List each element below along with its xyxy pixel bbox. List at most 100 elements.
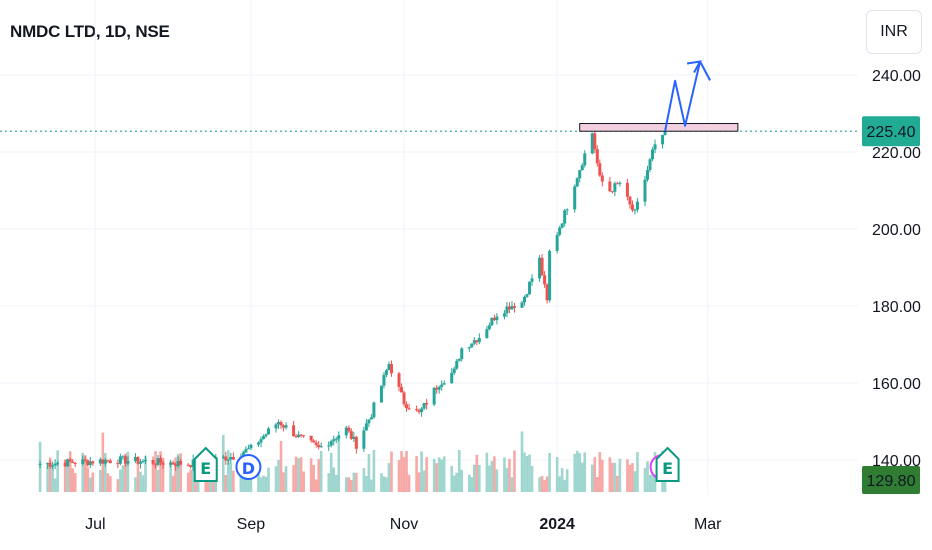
volume-bar bbox=[631, 463, 634, 492]
candle-body bbox=[630, 204, 634, 211]
candle-body bbox=[63, 462, 67, 467]
x-tick-label: Mar bbox=[694, 516, 722, 533]
candle-body bbox=[224, 456, 228, 461]
volume-bar bbox=[319, 451, 323, 492]
candle-body bbox=[364, 423, 368, 431]
volume-bar bbox=[297, 458, 300, 492]
volume-bar bbox=[314, 479, 318, 492]
volume-bar bbox=[227, 450, 230, 492]
currency-selector[interactable]: INR bbox=[866, 10, 922, 54]
volume-bar bbox=[282, 472, 285, 492]
earnings-marker bbox=[655, 446, 680, 482]
volume-bar bbox=[189, 469, 192, 492]
candle-body bbox=[470, 343, 474, 348]
volume-bar bbox=[523, 452, 526, 492]
candle-body bbox=[176, 460, 180, 467]
candle-body bbox=[297, 434, 301, 437]
candle-body bbox=[309, 435, 313, 441]
candle-body bbox=[417, 410, 421, 413]
volume-bar bbox=[485, 452, 489, 492]
volume-bar bbox=[478, 464, 481, 492]
candle-body bbox=[98, 459, 102, 464]
volume-bar bbox=[91, 472, 95, 492]
candle-body bbox=[490, 317, 494, 326]
volume-bar bbox=[257, 464, 260, 492]
y-tick-label: 220.00 bbox=[872, 145, 921, 162]
volume-bar bbox=[510, 477, 514, 492]
candle-body bbox=[332, 439, 336, 442]
candle-body bbox=[538, 257, 542, 279]
candle-body bbox=[530, 278, 534, 282]
volume-bar bbox=[327, 473, 331, 492]
earnings-marker-label: E bbox=[662, 459, 673, 478]
volume-bar bbox=[169, 461, 172, 492]
last-price-label: 225.40 bbox=[867, 124, 916, 141]
candle-body bbox=[543, 275, 547, 285]
last-volume-badge bbox=[862, 466, 920, 494]
volume-bar bbox=[422, 470, 426, 492]
candle-body bbox=[442, 383, 446, 385]
candle-body bbox=[294, 436, 298, 438]
volume-bar bbox=[355, 472, 358, 492]
candle-body bbox=[510, 306, 514, 310]
candle-body bbox=[256, 442, 260, 445]
volume-bar bbox=[139, 471, 142, 492]
volume-bar bbox=[317, 458, 320, 492]
volume-bar bbox=[83, 455, 87, 492]
volume-bar bbox=[362, 468, 366, 492]
volume-bar bbox=[174, 457, 177, 492]
volume-bar bbox=[573, 453, 577, 492]
volume-bar bbox=[636, 452, 639, 492]
candle-body bbox=[382, 374, 386, 386]
volume-bar bbox=[345, 477, 348, 492]
candle-body bbox=[282, 425, 286, 428]
candle-body bbox=[108, 460, 112, 464]
candle-body bbox=[646, 169, 649, 180]
volume-bar bbox=[646, 461, 649, 492]
volume-bar bbox=[633, 471, 637, 492]
candle-body bbox=[344, 427, 348, 436]
candle-body bbox=[241, 452, 245, 457]
candle-body bbox=[573, 186, 577, 210]
volume-bar bbox=[382, 476, 386, 492]
candle-body bbox=[141, 460, 145, 462]
chart-overlay bbox=[0, 60, 858, 132]
candle-body bbox=[66, 459, 70, 467]
last-volume-label: 129.80 bbox=[867, 473, 916, 490]
volume-bar bbox=[580, 462, 584, 492]
volume-bar bbox=[259, 477, 263, 492]
candle-body bbox=[618, 182, 622, 184]
volume-bar bbox=[156, 469, 160, 492]
candle-body bbox=[477, 338, 481, 343]
candle-body bbox=[221, 456, 225, 458]
candle-body bbox=[475, 340, 479, 343]
candle-body bbox=[625, 182, 629, 197]
candle-body bbox=[186, 464, 190, 466]
volume-bar bbox=[68, 451, 72, 492]
candle-body bbox=[118, 456, 122, 464]
volume-bar bbox=[467, 474, 471, 492]
volume-bar bbox=[440, 459, 443, 492]
candle-body bbox=[274, 424, 278, 429]
volume-bar bbox=[596, 477, 599, 492]
candle-body bbox=[472, 340, 476, 344]
volume-bar bbox=[154, 451, 157, 492]
candle-body bbox=[169, 462, 173, 465]
volume-bar bbox=[73, 473, 77, 492]
volume-bar bbox=[141, 475, 145, 492]
volume-bar bbox=[136, 458, 140, 492]
candle-body bbox=[402, 392, 406, 405]
candle-body bbox=[384, 370, 388, 375]
volume-bar bbox=[56, 450, 59, 492]
volume-bar bbox=[179, 453, 182, 492]
volume-bar bbox=[262, 475, 265, 492]
arrow-head bbox=[686, 60, 702, 74]
candle-body bbox=[613, 183, 617, 192]
candle-body bbox=[525, 294, 529, 297]
volume-bar bbox=[558, 476, 561, 492]
volume-bar bbox=[99, 470, 102, 492]
volume-bar bbox=[46, 463, 49, 492]
candle-body bbox=[389, 364, 393, 374]
volume-bar bbox=[583, 452, 587, 492]
